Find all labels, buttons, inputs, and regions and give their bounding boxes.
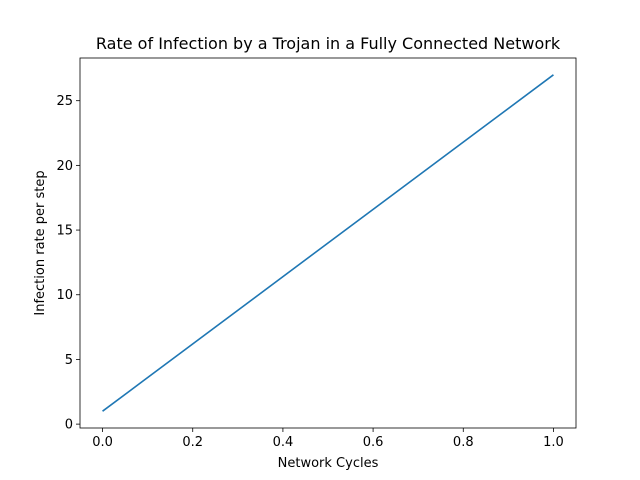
- x-tick-label: 0.8: [453, 435, 474, 450]
- y-tick-label: 10: [56, 288, 73, 303]
- x-tick-label: 0.2: [182, 435, 203, 450]
- x-tick-label: 0.4: [273, 435, 294, 450]
- y-tick-label: 0: [65, 418, 73, 433]
- y-tick-label: 15: [56, 224, 73, 239]
- chart-title: Rate of Infection by a Trojan in a Fully…: [96, 34, 561, 53]
- x-tick-label: 1.0: [543, 435, 564, 450]
- series-layer: [102, 74, 554, 412]
- y-axis-ticks: 0 5 10 15 20 25: [56, 94, 80, 433]
- x-axis-label: Network Cycles: [278, 456, 379, 471]
- y-tick-label: 25: [56, 94, 73, 109]
- y-tick-label: 5: [65, 353, 73, 368]
- x-tick-label: 0.6: [363, 435, 384, 450]
- y-tick-label: 20: [56, 159, 73, 174]
- y-axis-label: Infection rate per step: [33, 170, 48, 315]
- x-axis-ticks: 0.0 0.2 0.4 0.6 0.8 1.0: [92, 428, 564, 450]
- plot-area-frame: [79, 57, 577, 429]
- series-line-0: [102, 74, 554, 412]
- x-tick-label: 0.0: [92, 435, 113, 450]
